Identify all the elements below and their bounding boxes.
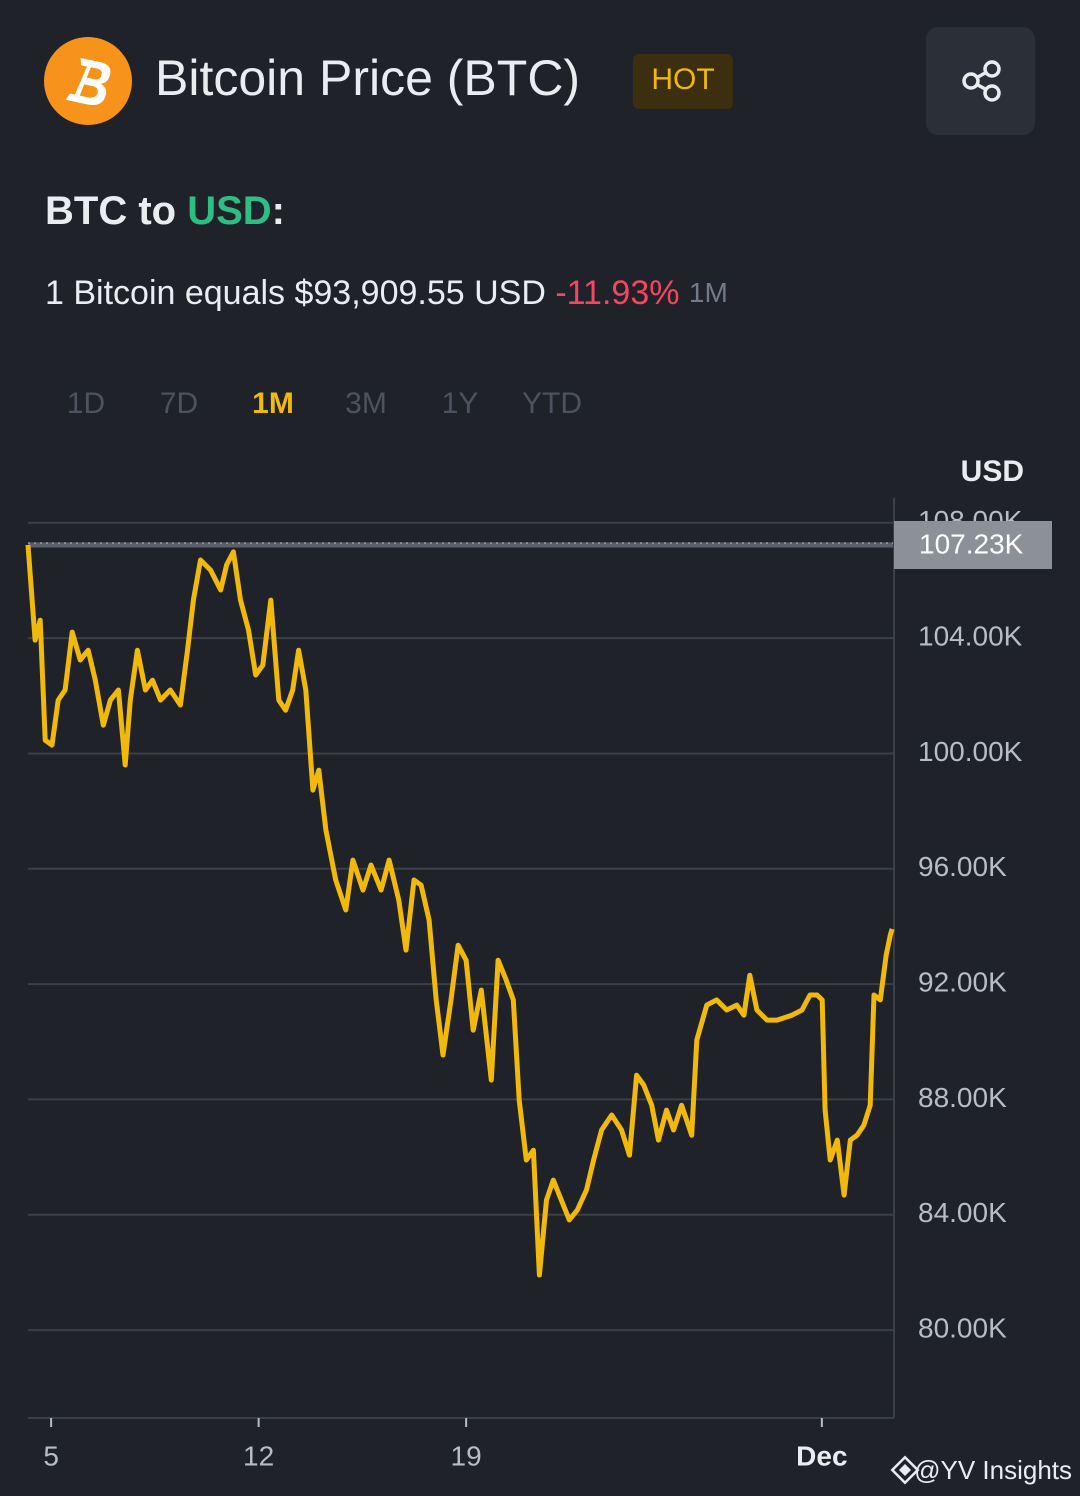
y-tick-label: 96.00K [918, 851, 1007, 882]
watermark-text: @YV Insights [914, 1455, 1072, 1485]
btc-logo [44, 37, 132, 125]
high-label: 107.23K [919, 528, 1024, 559]
price-line [25, 544, 895, 1278]
hot-badge-text: HOT [651, 63, 714, 96]
range-tab[interactable]: 1D [67, 387, 105, 420]
pair-heading: BTC to USD: [45, 189, 285, 233]
y-tick-label: 88.00K [918, 1082, 1007, 1113]
range-tab[interactable]: 1Y [442, 387, 479, 420]
pair-suffix: : [272, 189, 285, 233]
share-button[interactable] [926, 27, 1035, 135]
x-tick-label: 5 [43, 1440, 59, 1471]
rate-text: 1 Bitcoin equals $93,909.55 USD [45, 274, 546, 312]
y-tick-label: 84.00K [918, 1197, 1007, 1228]
y-tick-label: 92.00K [918, 966, 1007, 997]
x-tick-label: 19 [451, 1440, 482, 1471]
pair-currency: USD [187, 189, 271, 233]
watermark: @YV Insights [890, 1455, 1072, 1485]
range-tab[interactable]: 1M [252, 387, 294, 420]
high-label-box [894, 520, 1052, 569]
logo-glyph [65, 57, 111, 106]
range-tab[interactable]: 3M [345, 387, 387, 420]
rate-line: 1 Bitcoin equals $93,909.55 USD -11.93% … [45, 274, 728, 312]
range-tab[interactable]: YTD [522, 387, 582, 420]
y-tick-label: 80.00K [918, 1312, 1007, 1343]
range-tabs: 1D 7D 1M 3M 1Y YTD [67, 387, 582, 420]
rate-change: -11.93% [555, 274, 679, 312]
x-tick-label: 12 [243, 1440, 274, 1471]
rate-period: 1M [689, 277, 728, 308]
pair-prefix: BTC to [45, 189, 187, 233]
range-tab[interactable]: 7D [160, 387, 198, 420]
price-chart: 80.00K 84.00K 88.00K 92.00K 96.00K 100.00K 104… [25, 498, 1052, 1471]
hot-badge [633, 54, 733, 109]
watermark-icon [890, 1455, 920, 1485]
x-tick-label: Dec [796, 1440, 847, 1471]
page-title: Bitcoin Price (BTC) [155, 50, 580, 106]
y-tick-label: 104.00K [918, 621, 1023, 652]
share-button-bg[interactable] [926, 27, 1035, 135]
y-tick-label: 100.00K [918, 736, 1023, 767]
y-axis-unit: USD [961, 455, 1024, 488]
share-icon [962, 60, 1001, 102]
